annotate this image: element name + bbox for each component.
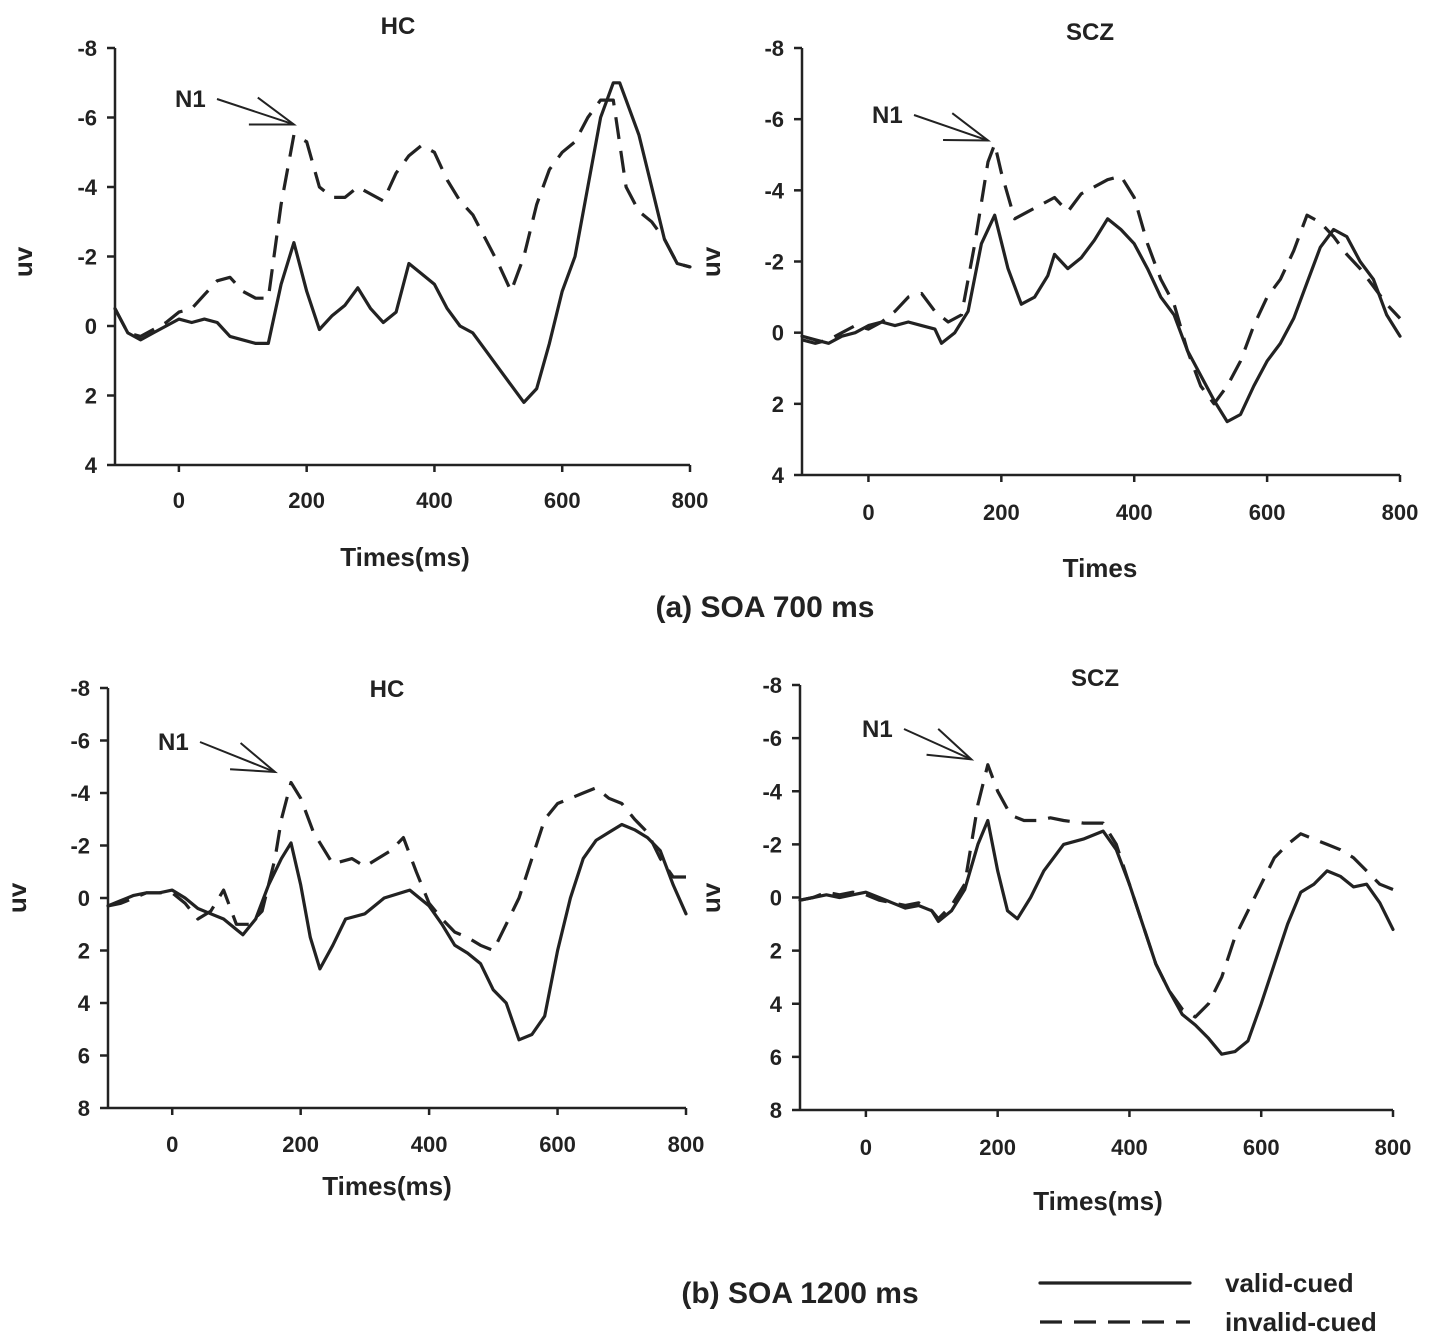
y-tick-label: -2 [77,245,97,270]
series-valid-cued [106,822,688,1042]
chart-panel-scz-soa700: -8 -6 -4 -2 0 2 4 0 200 400 600 800 SCZ Times uv N1 [696,19,1418,583]
n1-arrow-shaft [199,741,276,773]
x-tick-label: 200 [983,500,1020,525]
y-tick-label: 8 [78,1096,90,1121]
y-axis-title: uv [696,246,726,277]
series-invalid-cued [799,763,1394,1019]
n1-arrow-shaft [903,728,972,761]
x-tick-label: 400 [1116,500,1153,525]
legend: valid-cued invalid-cued [1038,1268,1377,1333]
panel-title: SCZ [1066,19,1114,46]
x-tick-label: 800 [1382,500,1419,525]
x-axis-title: Times(ms) [1033,1186,1163,1216]
y-tick-label: -2 [70,834,90,859]
n1-arrow-shaft [913,114,989,142]
y-tick-label: 2 [85,384,97,409]
n1-annotation-label: N1 [872,102,903,129]
x-tick-label: 600 [1243,1135,1280,1160]
y-tick-label: 2 [772,392,784,417]
series-valid-cued [798,818,1395,1056]
x-tick-label: 800 [672,488,709,513]
panel-title: HC [381,13,416,40]
series-invalid-cued [113,98,691,338]
series-valid-cued [800,213,1402,424]
x-tick-label: 400 [411,1132,448,1157]
x-axis-title: Times(ms) [322,1171,452,1201]
y-tick-label: 6 [770,1045,782,1070]
series-invalid-cued [801,142,1402,406]
x-tick-label: 600 [544,488,581,513]
y-tick-label: 0 [78,886,90,911]
y-tick-label: 6 [78,1044,90,1069]
x-tick-label: 600 [539,1132,576,1157]
y-tick-label: 4 [770,992,783,1017]
x-tick-label: 600 [1249,500,1286,525]
y-axis-title: uv [8,246,38,277]
y-tick-label: -2 [764,250,784,275]
y-tick-label: 0 [770,886,782,911]
y-tick-label: -6 [77,106,97,131]
y-tick-label: 0 [772,321,784,346]
x-tick-label: 200 [282,1132,319,1157]
n1-arrow-head [248,96,297,126]
y-tick-label: 2 [770,939,782,964]
y-tick-label: -6 [764,107,784,132]
n1-arrow-head [229,742,278,774]
y-tick-label: -4 [762,779,782,804]
y-tick-label: 4 [85,453,98,478]
series-valid-cued [113,81,692,404]
y-tick-label: -8 [762,673,782,698]
caption-soa-1200: (b) SOA 1200 ms [681,1277,918,1310]
y-tick-label: -4 [77,175,97,200]
x-tick-label: 200 [288,488,325,513]
x-tick-label: 400 [1111,1135,1148,1160]
panel-title: HC [370,676,405,703]
y-tick-label: 4 [78,991,91,1016]
y-tick-label: -6 [762,726,782,751]
x-tick-label: 0 [173,488,185,513]
x-axis-title: Times(ms) [340,542,470,572]
n1-arrow-head [926,728,975,761]
n1-annotation-label: N1 [175,86,206,113]
series-invalid-cued [107,780,686,953]
x-tick-label: 0 [166,1132,178,1157]
x-tick-label: 800 [1375,1135,1412,1160]
legend-label-invalid: invalid-cued [1225,1307,1377,1333]
n1-annotation-label: N1 [158,729,189,756]
y-tick-label: 8 [770,1098,782,1123]
y-tick-label: -4 [764,178,784,203]
chart-panel-hc-soa700: -8 -6 -4 -2 0 2 4 0 200 400 600 800 HC Times(ms) uv N1 [8,13,708,572]
y-axis-title: uv [2,882,32,913]
n1-arrow-head [943,112,992,142]
chart-panel-hc-soa1200: -8 -6 -4 -2 0 2 4 6 8 0 200 400 600 800 HC Times(ms) uv N… [2,676,704,1201]
y-tick-label: 4 [772,463,785,488]
x-axis-title: Times [1063,553,1138,583]
y-tick-label: -2 [762,832,782,857]
n1-arrow-shaft [216,98,295,126]
legend-label-valid: valid-cued [1225,1268,1354,1298]
panel-title: SCZ [1071,665,1119,692]
y-tick-label: -8 [764,36,784,61]
x-tick-label: 0 [862,500,874,525]
x-tick-label: 400 [416,488,453,513]
caption-soa-700: (a) SOA 700 ms [656,591,875,624]
y-tick-label: -6 [70,729,90,754]
x-tick-label: 800 [668,1132,705,1157]
n1-annotation-label: N1 [862,716,893,743]
x-tick-label: 200 [979,1135,1016,1160]
y-tick-label: 0 [85,314,97,339]
y-axis-title: uv [696,882,726,913]
x-tick-label: 0 [860,1135,872,1160]
y-tick-label: -8 [77,36,97,61]
y-tick-label: 2 [78,939,90,964]
chart-panel-scz-soa1200: -8 -6 -4 -2 0 2 4 6 8 0 200 400 600 800 SCZ Times(ms) uv… [696,665,1411,1216]
y-tick-label: -4 [70,781,90,806]
y-tick-label: -8 [70,676,90,701]
